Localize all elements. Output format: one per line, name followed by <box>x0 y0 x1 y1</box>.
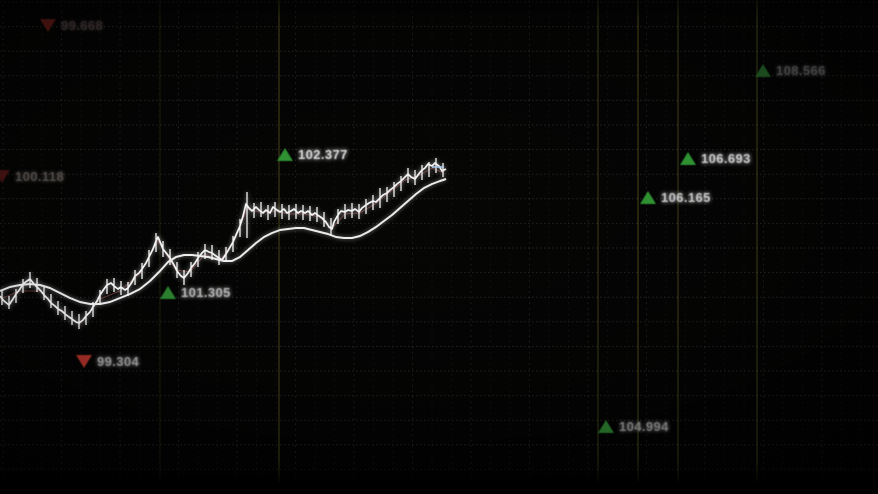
arrow-up-icon <box>755 63 771 77</box>
price-marker: 102.377 <box>277 146 348 162</box>
white-lines <box>0 158 447 329</box>
white-lines-glow <box>0 158 447 329</box>
arrow-up-icon <box>277 147 293 161</box>
price-marker: 104.994 <box>598 418 669 434</box>
price-marker-value: 99.668 <box>61 17 104 33</box>
price-marker-value: 104.994 <box>619 418 669 434</box>
price-marker-value: 100.118 <box>15 168 65 184</box>
price-marker: 100.118 <box>0 168 64 184</box>
price-marker-value: 106.165 <box>661 189 711 205</box>
red-ma-line <box>0 167 445 325</box>
arrow-down-icon <box>76 354 92 368</box>
arrow-up-icon <box>598 419 614 433</box>
price-marker: 108.566 <box>755 62 826 78</box>
price-marker-value: 101.305 <box>181 284 231 300</box>
arrow-up-icon <box>680 151 696 165</box>
price-marker: 106.693 <box>680 150 751 166</box>
price-marker-value: 108.566 <box>776 62 826 78</box>
price-marker: 106.165 <box>640 189 711 205</box>
price-marker-value: 106.693 <box>701 150 751 166</box>
price-marker: 99.668 <box>40 17 103 33</box>
price-marker: 99.304 <box>76 353 139 369</box>
arrow-down-icon <box>0 169 10 183</box>
arrow-up-icon <box>160 285 176 299</box>
price-marker-value: 99.304 <box>97 353 140 369</box>
arrow-up-icon <box>640 190 656 204</box>
price-marker: 101.305 <box>160 284 231 300</box>
grid-lines <box>0 0 878 482</box>
price-marker-value: 102.377 <box>298 146 348 162</box>
arrow-down-icon <box>40 18 56 32</box>
event-vlines <box>159 0 758 482</box>
